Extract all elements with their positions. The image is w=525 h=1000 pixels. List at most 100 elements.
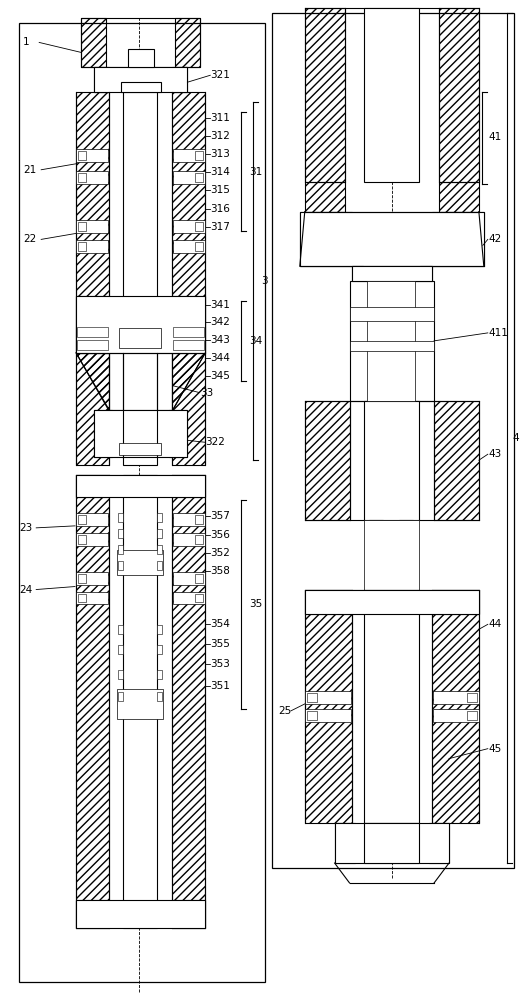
Bar	[156, 529, 162, 538]
Bar	[195, 535, 203, 544]
Bar	[118, 545, 123, 554]
Text: 45: 45	[489, 744, 502, 754]
Bar	[76, 240, 108, 253]
Bar	[195, 242, 203, 251]
Bar	[371, 401, 413, 510]
Bar	[78, 242, 86, 251]
Bar	[81, 18, 201, 67]
Bar	[118, 692, 123, 701]
Bar	[175, 18, 201, 67]
Bar	[195, 594, 203, 602]
Bar	[334, 823, 354, 863]
Text: 341: 341	[211, 300, 230, 310]
Bar	[76, 475, 109, 497]
Bar	[173, 149, 205, 162]
Bar	[352, 266, 432, 281]
Bar	[128, 49, 154, 67]
Text: 44: 44	[489, 619, 502, 629]
Bar	[123, 475, 156, 928]
Bar	[123, 92, 156, 465]
Text: 43: 43	[489, 449, 502, 459]
Text: 315: 315	[211, 185, 230, 195]
Bar	[368, 281, 415, 401]
Bar	[78, 151, 86, 160]
Bar	[156, 645, 162, 654]
Bar	[364, 401, 419, 520]
Bar	[118, 645, 123, 654]
Bar	[350, 281, 434, 401]
Text: 345: 345	[211, 371, 230, 381]
Bar	[350, 341, 434, 351]
Text: 316: 316	[211, 204, 230, 214]
Bar	[420, 266, 432, 281]
Bar	[76, 149, 108, 162]
Bar	[364, 520, 419, 590]
Bar	[300, 212, 484, 266]
Bar	[434, 401, 479, 520]
Bar	[77, 327, 108, 337]
Text: 343: 343	[211, 335, 230, 345]
Text: 355: 355	[211, 639, 230, 649]
Bar	[173, 475, 205, 497]
Text: 322: 322	[205, 437, 225, 447]
Bar	[195, 222, 203, 231]
Bar	[76, 900, 205, 928]
Bar	[118, 625, 123, 634]
Text: 25: 25	[278, 706, 291, 716]
Bar	[370, 520, 383, 590]
Bar	[173, 92, 205, 465]
Text: 24: 24	[19, 585, 33, 595]
Text: 1: 1	[23, 37, 30, 47]
Bar	[156, 545, 162, 554]
Bar	[94, 67, 109, 92]
Bar	[400, 520, 413, 590]
Bar	[432, 212, 484, 266]
Bar	[156, 692, 162, 701]
Bar	[300, 212, 352, 266]
Bar	[173, 340, 204, 350]
Bar	[117, 550, 163, 575]
Bar	[76, 296, 205, 353]
Bar	[305, 401, 350, 520]
Text: 31: 31	[249, 167, 262, 177]
Bar	[307, 711, 317, 720]
Bar	[94, 410, 112, 457]
Bar	[173, 513, 205, 526]
Text: 352: 352	[211, 548, 230, 558]
Bar	[173, 900, 205, 928]
Bar	[364, 8, 419, 182]
Bar	[334, 823, 449, 863]
Bar	[305, 590, 352, 823]
Bar	[433, 691, 479, 704]
Text: 33: 33	[201, 388, 214, 398]
Bar	[439, 8, 479, 182]
Bar	[173, 572, 205, 585]
Text: 313: 313	[211, 149, 230, 159]
Bar	[94, 67, 187, 92]
Text: 358: 358	[211, 566, 230, 576]
Bar	[78, 173, 86, 182]
Text: 21: 21	[23, 165, 37, 175]
Bar	[121, 82, 161, 92]
Bar	[352, 266, 363, 281]
Bar	[429, 823, 449, 863]
Text: 3: 3	[261, 276, 268, 286]
Text: 353: 353	[211, 659, 230, 669]
Bar	[118, 529, 123, 538]
Bar	[364, 823, 419, 863]
Text: 344: 344	[211, 353, 230, 363]
Bar	[78, 222, 86, 231]
Bar	[156, 513, 162, 522]
Bar	[170, 410, 187, 457]
Text: 35: 35	[249, 599, 262, 609]
Bar	[305, 8, 344, 182]
Bar	[173, 327, 204, 337]
Bar	[78, 594, 86, 602]
Bar	[305, 691, 351, 704]
Bar	[173, 220, 205, 233]
Bar	[119, 328, 161, 348]
Bar	[467, 711, 477, 720]
Bar	[118, 670, 123, 679]
Bar	[173, 533, 205, 546]
Bar	[432, 590, 479, 823]
